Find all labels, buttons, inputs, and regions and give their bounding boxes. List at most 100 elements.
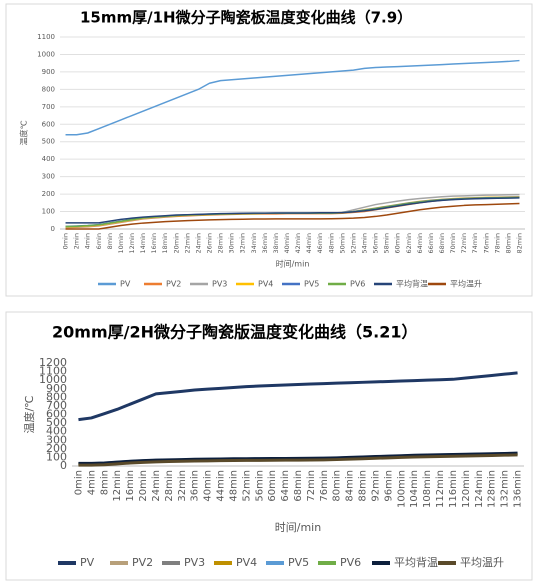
y-tick-label: 300 bbox=[46, 433, 67, 446]
x-tick-label: 32min bbox=[177, 470, 188, 502]
x-tick-label: 14min bbox=[139, 233, 147, 254]
y-tick-label: 200 bbox=[42, 190, 55, 198]
x-tick-label: 100min bbox=[396, 470, 407, 508]
x-tick-label: 88min bbox=[358, 470, 369, 502]
x-tick-label: 82min bbox=[515, 233, 523, 254]
x-tick-label: 32min bbox=[239, 233, 247, 254]
x-tick-label: 96min bbox=[383, 470, 394, 502]
y-tick-label: 900 bbox=[42, 68, 55, 76]
x-tick-label: 40min bbox=[283, 233, 291, 254]
x-tick-label: 36min bbox=[261, 233, 269, 254]
chart-frame bbox=[5, 3, 533, 297]
x-tick-label: 58min bbox=[383, 233, 391, 254]
x-tick-label: 34min bbox=[250, 233, 258, 254]
x-tick-label: 92min bbox=[370, 470, 381, 502]
x-tick-label: 26min bbox=[205, 233, 213, 254]
legend-label: 平均背温 bbox=[394, 555, 438, 569]
x-tick-label: 12min bbox=[112, 470, 123, 502]
x-tick-label: 72min bbox=[460, 233, 468, 254]
x-tick-label: 8min bbox=[99, 470, 110, 495]
x-tick-label: 38min bbox=[272, 233, 280, 254]
y-tick-label: 400 bbox=[46, 425, 67, 438]
x-tick-label: 0min bbox=[62, 233, 70, 249]
x-tick-label: 128min bbox=[487, 470, 498, 508]
x-tick-label: 60min bbox=[267, 470, 278, 502]
x-tick-label: 24min bbox=[194, 233, 202, 254]
x-tick-label: 74min bbox=[471, 233, 479, 254]
x-tick-label: 72min bbox=[306, 470, 317, 502]
x-tick-label: 116min bbox=[448, 470, 459, 508]
x-tick-label: 6min bbox=[95, 233, 103, 249]
y-tick-label: 500 bbox=[46, 416, 67, 429]
y-tick-label: 1200 bbox=[39, 356, 67, 369]
series-line bbox=[78, 453, 518, 467]
x-tick-label: 2min bbox=[73, 233, 81, 249]
x-tick-label: 64min bbox=[280, 470, 291, 502]
y-tick-label: 600 bbox=[46, 408, 67, 421]
x-tick-label: 18min bbox=[161, 233, 169, 254]
legend-label: PV3 bbox=[184, 556, 205, 569]
x-tick-label: 46min bbox=[316, 233, 324, 254]
legend-label: PV4 bbox=[258, 280, 273, 289]
series-line bbox=[65, 202, 520, 230]
legend-label: PV2 bbox=[132, 556, 153, 569]
x-tick-label: 0min bbox=[73, 470, 84, 495]
y-tick-label: 800 bbox=[42, 85, 55, 93]
y-tick-label: 0 bbox=[51, 225, 55, 233]
legend-label: PV5 bbox=[304, 280, 319, 289]
x-tick-label: 104min bbox=[409, 470, 420, 508]
x-tick-label: 54min bbox=[360, 233, 368, 254]
x-tick-label: 4min bbox=[86, 470, 97, 495]
x-tick-label: 52min bbox=[349, 233, 357, 254]
x-tick-label: 76min bbox=[319, 470, 330, 502]
x-tick-label: 20min bbox=[138, 470, 149, 502]
x-tick-label: 24min bbox=[151, 470, 162, 502]
x-tick-label: 68min bbox=[293, 470, 304, 502]
x-tick-label: 132min bbox=[500, 470, 511, 508]
x-tick-label: 48min bbox=[228, 470, 239, 502]
legend-label: PV2 bbox=[166, 280, 181, 289]
legend-label: PV6 bbox=[350, 280, 365, 289]
chart-title: 20mm厚/2H微分子陶瓷版温度变化曲线（5.21） bbox=[52, 323, 417, 342]
x-tick-label: 40min bbox=[203, 470, 214, 502]
x-tick-label: 66min bbox=[427, 233, 435, 254]
x-tick-label: 80min bbox=[332, 470, 343, 502]
y-tick-label: 600 bbox=[42, 120, 55, 128]
x-tick-label: 10min bbox=[117, 233, 125, 254]
x-tick-label: 4min bbox=[84, 233, 92, 249]
x-tick-label: 28min bbox=[217, 233, 225, 254]
x-tick-label: 120min bbox=[461, 470, 472, 508]
legend-label: PV bbox=[120, 280, 131, 289]
x-tick-label: 60min bbox=[394, 233, 402, 254]
x-tick-label: 84min bbox=[345, 470, 356, 502]
series-line bbox=[78, 371, 518, 422]
legend-label: PV bbox=[80, 556, 95, 569]
legend-label: 平均温升 bbox=[460, 556, 504, 569]
series-line bbox=[78, 451, 518, 465]
y-tick-label: 800 bbox=[46, 390, 67, 403]
y-tick-label: 1100 bbox=[39, 365, 67, 378]
y-tick-label: 0 bbox=[60, 459, 67, 472]
x-tick-label: 76min bbox=[482, 233, 490, 254]
x-tick-label: 108min bbox=[422, 470, 433, 508]
x-tick-label: 80min bbox=[504, 233, 512, 254]
x-tick-label: 50min bbox=[338, 233, 346, 254]
x-tick-label: 36min bbox=[190, 470, 201, 502]
x-tick-label: 42min bbox=[294, 233, 302, 254]
legend-label: PV3 bbox=[212, 280, 227, 289]
x-tick-label: 78min bbox=[493, 233, 501, 254]
chart-frame bbox=[5, 311, 533, 581]
legend-label: PV4 bbox=[236, 556, 257, 569]
y-tick-label: 100 bbox=[42, 208, 55, 216]
y-tick-label: 100 bbox=[46, 450, 67, 463]
x-axis-label: 时间/min bbox=[276, 259, 310, 269]
y-axis-label: 温度℃ bbox=[19, 120, 29, 145]
y-tick-label: 300 bbox=[42, 173, 55, 181]
series-line bbox=[65, 59, 520, 136]
y-tick-label: 900 bbox=[46, 382, 67, 395]
x-tick-label: 16min bbox=[125, 470, 136, 502]
x-tick-label: 56min bbox=[372, 233, 380, 254]
x-tick-label: 112min bbox=[435, 470, 446, 508]
